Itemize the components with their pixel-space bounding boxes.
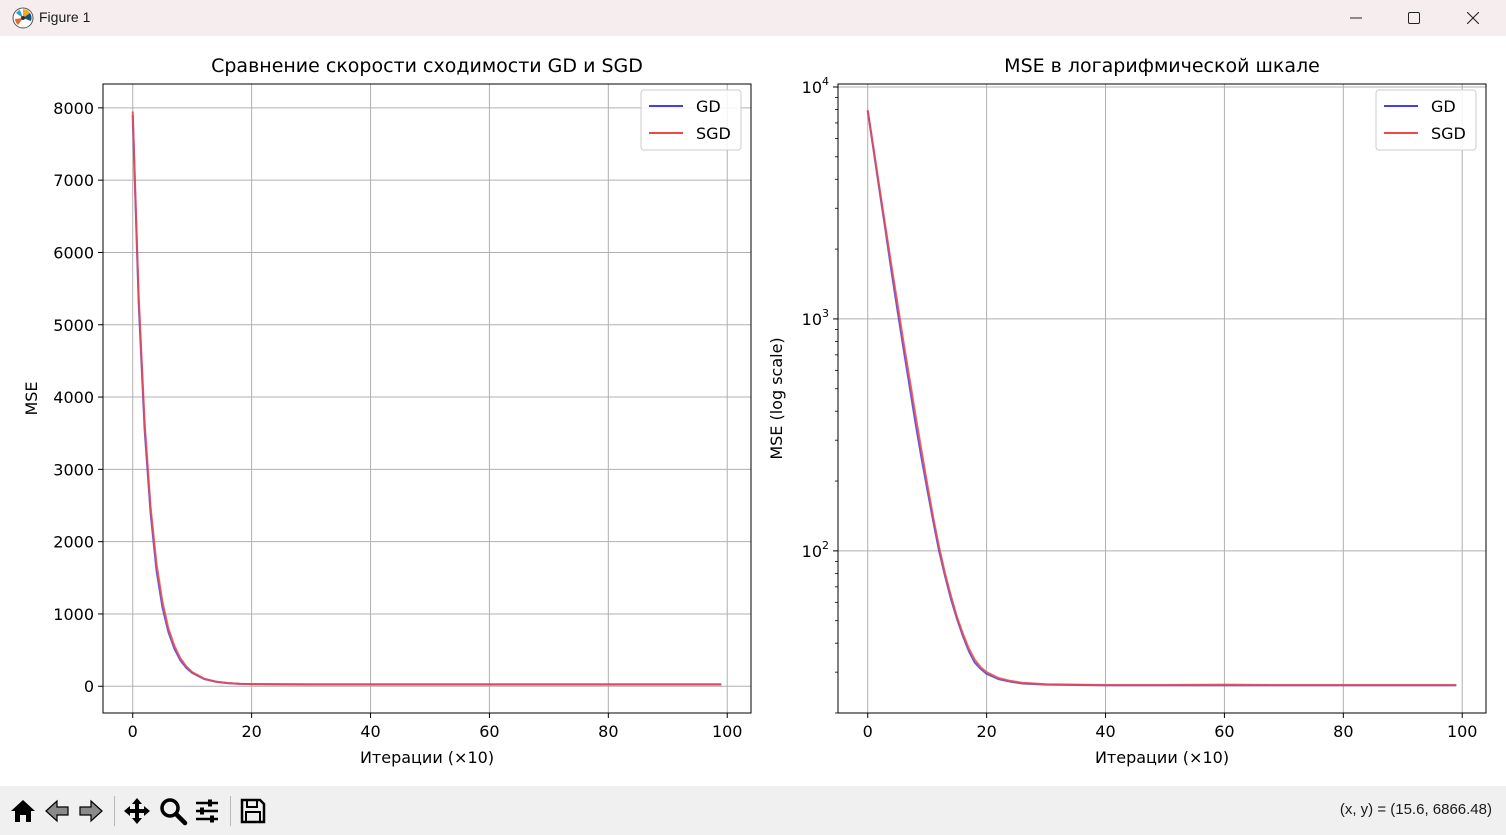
x-tick-label: 80 — [1333, 722, 1353, 741]
y-tick-label: 8000 — [53, 99, 94, 118]
x-tick-label: 40 — [1095, 722, 1115, 741]
x-axis-label: Итерации (×10) — [1095, 748, 1229, 767]
axes-frame — [837, 83, 1487, 714]
navigation-toolbar: (x, y) = (15.6, 6866.48) — [0, 786, 1506, 835]
back-icon — [45, 799, 69, 823]
y-tick-label: 6000 — [53, 243, 94, 262]
close-icon — [1467, 12, 1479, 24]
x-axis-label: Итерации (×10) — [360, 748, 494, 767]
x-tick-label: 60 — [1214, 722, 1234, 741]
legend-label-sgd: SGD — [1431, 124, 1466, 143]
x-tick-label: 0 — [128, 722, 138, 741]
home-icon — [11, 800, 35, 822]
x-tick-label: 100 — [712, 722, 743, 741]
minimize-button[interactable] — [1327, 0, 1385, 36]
x-tick-label: 20 — [976, 722, 996, 741]
series-line-gd — [131, 115, 722, 686]
y-tick-label: 2000 — [53, 533, 94, 552]
zoom-icon — [160, 798, 188, 826]
y-tick-label: 3000 — [53, 460, 94, 479]
x-tick-label: 80 — [598, 722, 618, 741]
legend-label-gd: GD — [696, 97, 721, 116]
x-tick-label: 0 — [863, 722, 873, 741]
y-tick-label: 4000 — [53, 388, 94, 407]
chart-title: MSE в логарифмической шкале — [1004, 55, 1320, 77]
series-line-sgd — [131, 111, 722, 686]
y-axis-label: MSE — [22, 381, 41, 415]
save-icon — [240, 798, 266, 824]
matplotlib-logo-icon — [12, 7, 34, 29]
configure-subplots-button[interactable] — [190, 794, 224, 828]
y-tick-label: 0 — [84, 677, 94, 696]
home-button[interactable] — [6, 794, 40, 828]
toolbar-separator — [230, 796, 231, 826]
x-tick-label: 100 — [1447, 722, 1478, 741]
y-tick-label: 103 — [802, 307, 829, 329]
y-tick-label: 7000 — [53, 171, 94, 190]
x-tick-label: 40 — [360, 722, 380, 741]
series-line-gd — [866, 110, 1457, 687]
maximize-button[interactable] — [1385, 0, 1443, 36]
toolbar-separator — [114, 796, 115, 826]
chart-title: Сравнение скорости сходимости GD и SGD — [211, 55, 643, 77]
forward-button[interactable] — [74, 794, 108, 828]
back-button[interactable] — [40, 794, 74, 828]
y-tick-label: 104 — [802, 75, 829, 97]
y-tick-label: 102 — [802, 539, 829, 561]
figure-svg[interactable]: 0 20 40 60 80 1000100020003000400050006000700… — [0, 36, 1506, 786]
legend-label-gd: GD — [1431, 97, 1456, 116]
zoom-button[interactable] — [156, 794, 190, 828]
y-tick-label: 5000 — [53, 316, 94, 335]
maximize-icon — [1408, 12, 1420, 24]
minimize-icon — [1350, 17, 1362, 19]
pan-button[interactable] — [120, 794, 154, 828]
chart-left[interactable]: 0 20 40 60 80 1000100020003000400050006000700… — [22, 55, 752, 767]
figure-canvas[interactable]: 0 20 40 60 80 100 0 1000 2000 3000 4000 5000 6000 700… — [0, 36, 1506, 786]
save-button[interactable] — [236, 794, 270, 828]
series-line-sgd — [866, 109, 1457, 687]
chart-right[interactable]: 0 20 40 60 80 100 102 103 104 MSE в логарифмическ… — [767, 55, 1487, 767]
y-tick-label: 1000 — [53, 605, 94, 624]
axes-frame — [102, 83, 752, 714]
close-button[interactable] — [1444, 0, 1502, 36]
y-axis-label: MSE (log scale) — [767, 337, 786, 459]
legend: GD SGD — [1375, 89, 1477, 151]
window-title: Figure 1 — [39, 9, 91, 25]
cursor-coordinates: (x, y) = (15.6, 6866.48) — [1339, 801, 1492, 818]
window-titlebar: Figure 1 — [0, 0, 1506, 36]
x-tick-label: 20 — [241, 722, 261, 741]
configure-subplots-icon — [196, 799, 218, 823]
pan-icon — [124, 798, 150, 824]
legend-label-sgd: SGD — [696, 124, 731, 143]
legend: GD SGD — [640, 89, 742, 151]
forward-icon — [79, 799, 103, 823]
x-tick-label: 60 — [479, 722, 499, 741]
